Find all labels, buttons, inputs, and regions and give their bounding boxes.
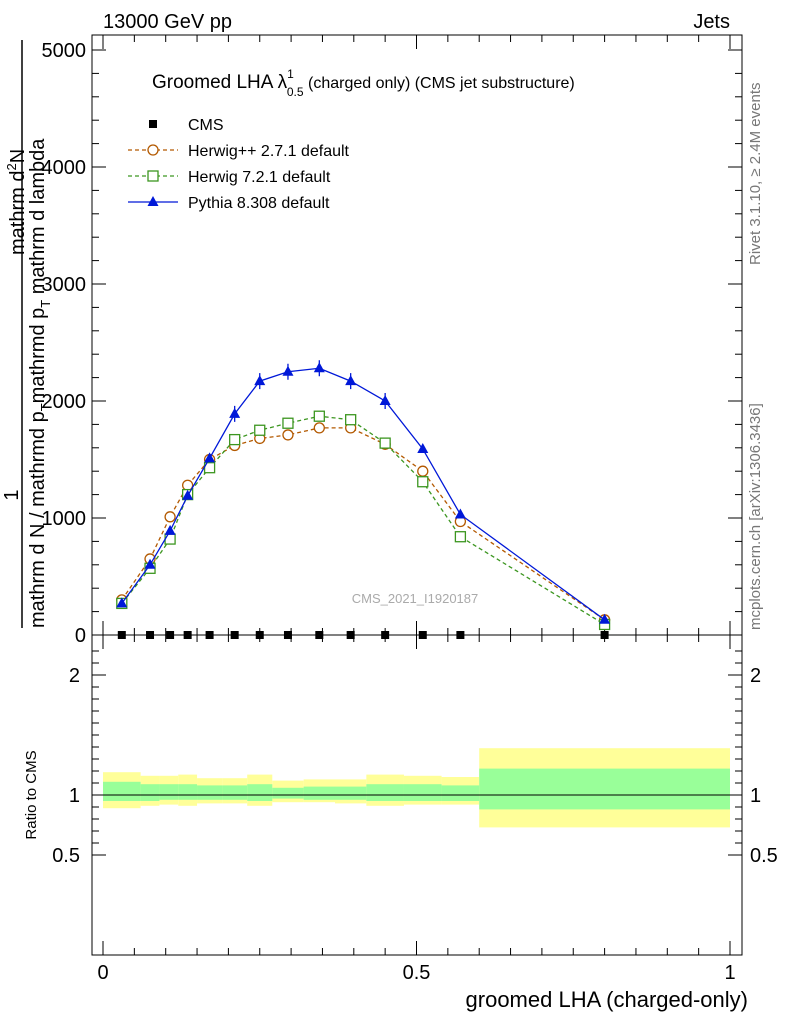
main-y-tick-label: 2000	[42, 391, 87, 413]
ratio-band-green	[403, 784, 442, 801]
legend-marker	[149, 120, 157, 128]
legend-marker	[147, 144, 159, 156]
main-plot-panel: 0 1000 2000 3000 4000 5000 Groomed LHA λ1 0.5 …	[42, 34, 743, 647]
watermark-label: CMS_2021_I1920187	[352, 591, 479, 606]
data-point	[599, 613, 611, 624]
main-y-tick-label: 1000	[42, 508, 87, 530]
data-point	[282, 417, 294, 429]
ratio-x-ticks: 0 0.5 1	[97, 635, 736, 984]
legend-label: CMS	[188, 117, 224, 134]
data-point	[313, 362, 325, 373]
rivet-version-label: Rivet 3.1.10, ≥ 2.4M events	[747, 83, 764, 266]
ratio-band-green	[366, 784, 404, 801]
ratio-y-tick-label-right: 1	[750, 785, 761, 807]
data-point	[313, 422, 325, 434]
ratio-y-tick-label: 1	[69, 785, 80, 807]
ratio-band-green	[272, 787, 304, 799]
ratio-band-green	[222, 785, 248, 800]
data-point	[116, 597, 128, 608]
y-axis-label-denominator: mathrm d N / mathrmd pTmathrmd pT mathrm…	[27, 138, 53, 628]
ratio-y-axis-label: Ratio to CMS	[23, 750, 40, 839]
x-tick-label: 1	[724, 962, 735, 984]
y-axis-label: 1 mathrm d2N mathrm d N / mathrmd pTmath…	[1, 40, 53, 628]
main-y-tick-label: 4000	[42, 157, 87, 179]
data-point	[204, 452, 216, 463]
legend: CMS Herwig++ 2.7.1 default Herwig 7.2.1 de…	[128, 117, 350, 212]
ratio-y-tick-label-right: 0.5	[750, 845, 778, 867]
ratio-band-green	[441, 785, 480, 801]
legend-label: Herwig 7.2.1 default	[188, 169, 331, 186]
main-y-tick-label: 5000	[42, 40, 87, 62]
ratio-band-green	[140, 784, 160, 801]
ratio-y-tick-label: 0.5	[52, 845, 80, 867]
legend-marker	[147, 170, 159, 182]
data-point	[282, 429, 294, 441]
data-point	[164, 524, 176, 535]
data-point	[282, 365, 294, 376]
main-series	[116, 360, 611, 639]
data-point	[345, 414, 357, 426]
data-point	[229, 433, 241, 446]
data-point	[454, 531, 467, 543]
series-3	[116, 360, 611, 624]
x-tick-label: 0.5	[403, 962, 431, 984]
legend-marker	[147, 196, 159, 206]
ratio-band-green	[103, 781, 141, 801]
main-y-ticks: 0 1000 2000 3000 4000 5000	[42, 40, 742, 647]
data-point	[417, 442, 429, 453]
ratio-band-green	[178, 784, 198, 800]
data-point	[182, 489, 194, 500]
data-point	[254, 375, 266, 386]
y-axis-label-numerator: mathrm d2N	[4, 149, 29, 255]
ratio-y-ticks: 0.5 0.5 1 1 2 2	[52, 650, 778, 867]
main-x-ticks	[102, 35, 731, 635]
data-point	[229, 407, 241, 418]
ratio-band-green	[159, 784, 179, 800]
series-line	[121, 415, 605, 626]
ratio-band-green	[197, 785, 223, 800]
main-y-tick-label: 0	[75, 625, 86, 647]
ratio-band-green	[247, 784, 273, 801]
data-point	[379, 395, 391, 405]
series-line	[121, 367, 605, 621]
category-label: Jets	[693, 11, 730, 33]
data-point	[417, 465, 429, 477]
data-point	[454, 508, 466, 519]
data-point	[254, 424, 266, 436]
data-point	[345, 375, 357, 386]
y-axis-label-one: 1	[1, 489, 23, 500]
legend-label: Pythia 8.308 default	[188, 195, 330, 212]
data-point	[379, 437, 391, 449]
energy-label: 13000 GeV pp	[103, 11, 232, 33]
main-y-tick-label: 3000	[42, 274, 87, 296]
data-point	[417, 476, 429, 488]
ratio-band-green	[479, 768, 730, 810]
mcplots-label: mcplots.cern.ch [arXiv:1306.3436]	[747, 403, 764, 630]
data-point	[313, 410, 325, 422]
data-point	[144, 558, 156, 569]
ratio-uncertainty-bands	[92, 748, 742, 828]
x-axis-label: groomed LHA (charged-only)	[466, 987, 748, 1012]
x-tick-label: 0	[97, 962, 108, 984]
ratio-y-tick-label-right: 2	[750, 665, 761, 687]
data-point	[164, 511, 176, 523]
ratio-band-green	[303, 786, 335, 800]
plot-title: Groomed LHA λ1 0.5 (charged only) (CMS je…	[152, 67, 575, 99]
legend-label: Herwig++ 2.7.1 default	[188, 143, 350, 160]
ratio-band-green	[334, 786, 367, 800]
ratio-y-tick-label: 2	[69, 665, 80, 687]
ratio-plot-panel: 0.5 0.51 12 2 0 0.5 1 Ratio to CMS	[23, 634, 778, 984]
